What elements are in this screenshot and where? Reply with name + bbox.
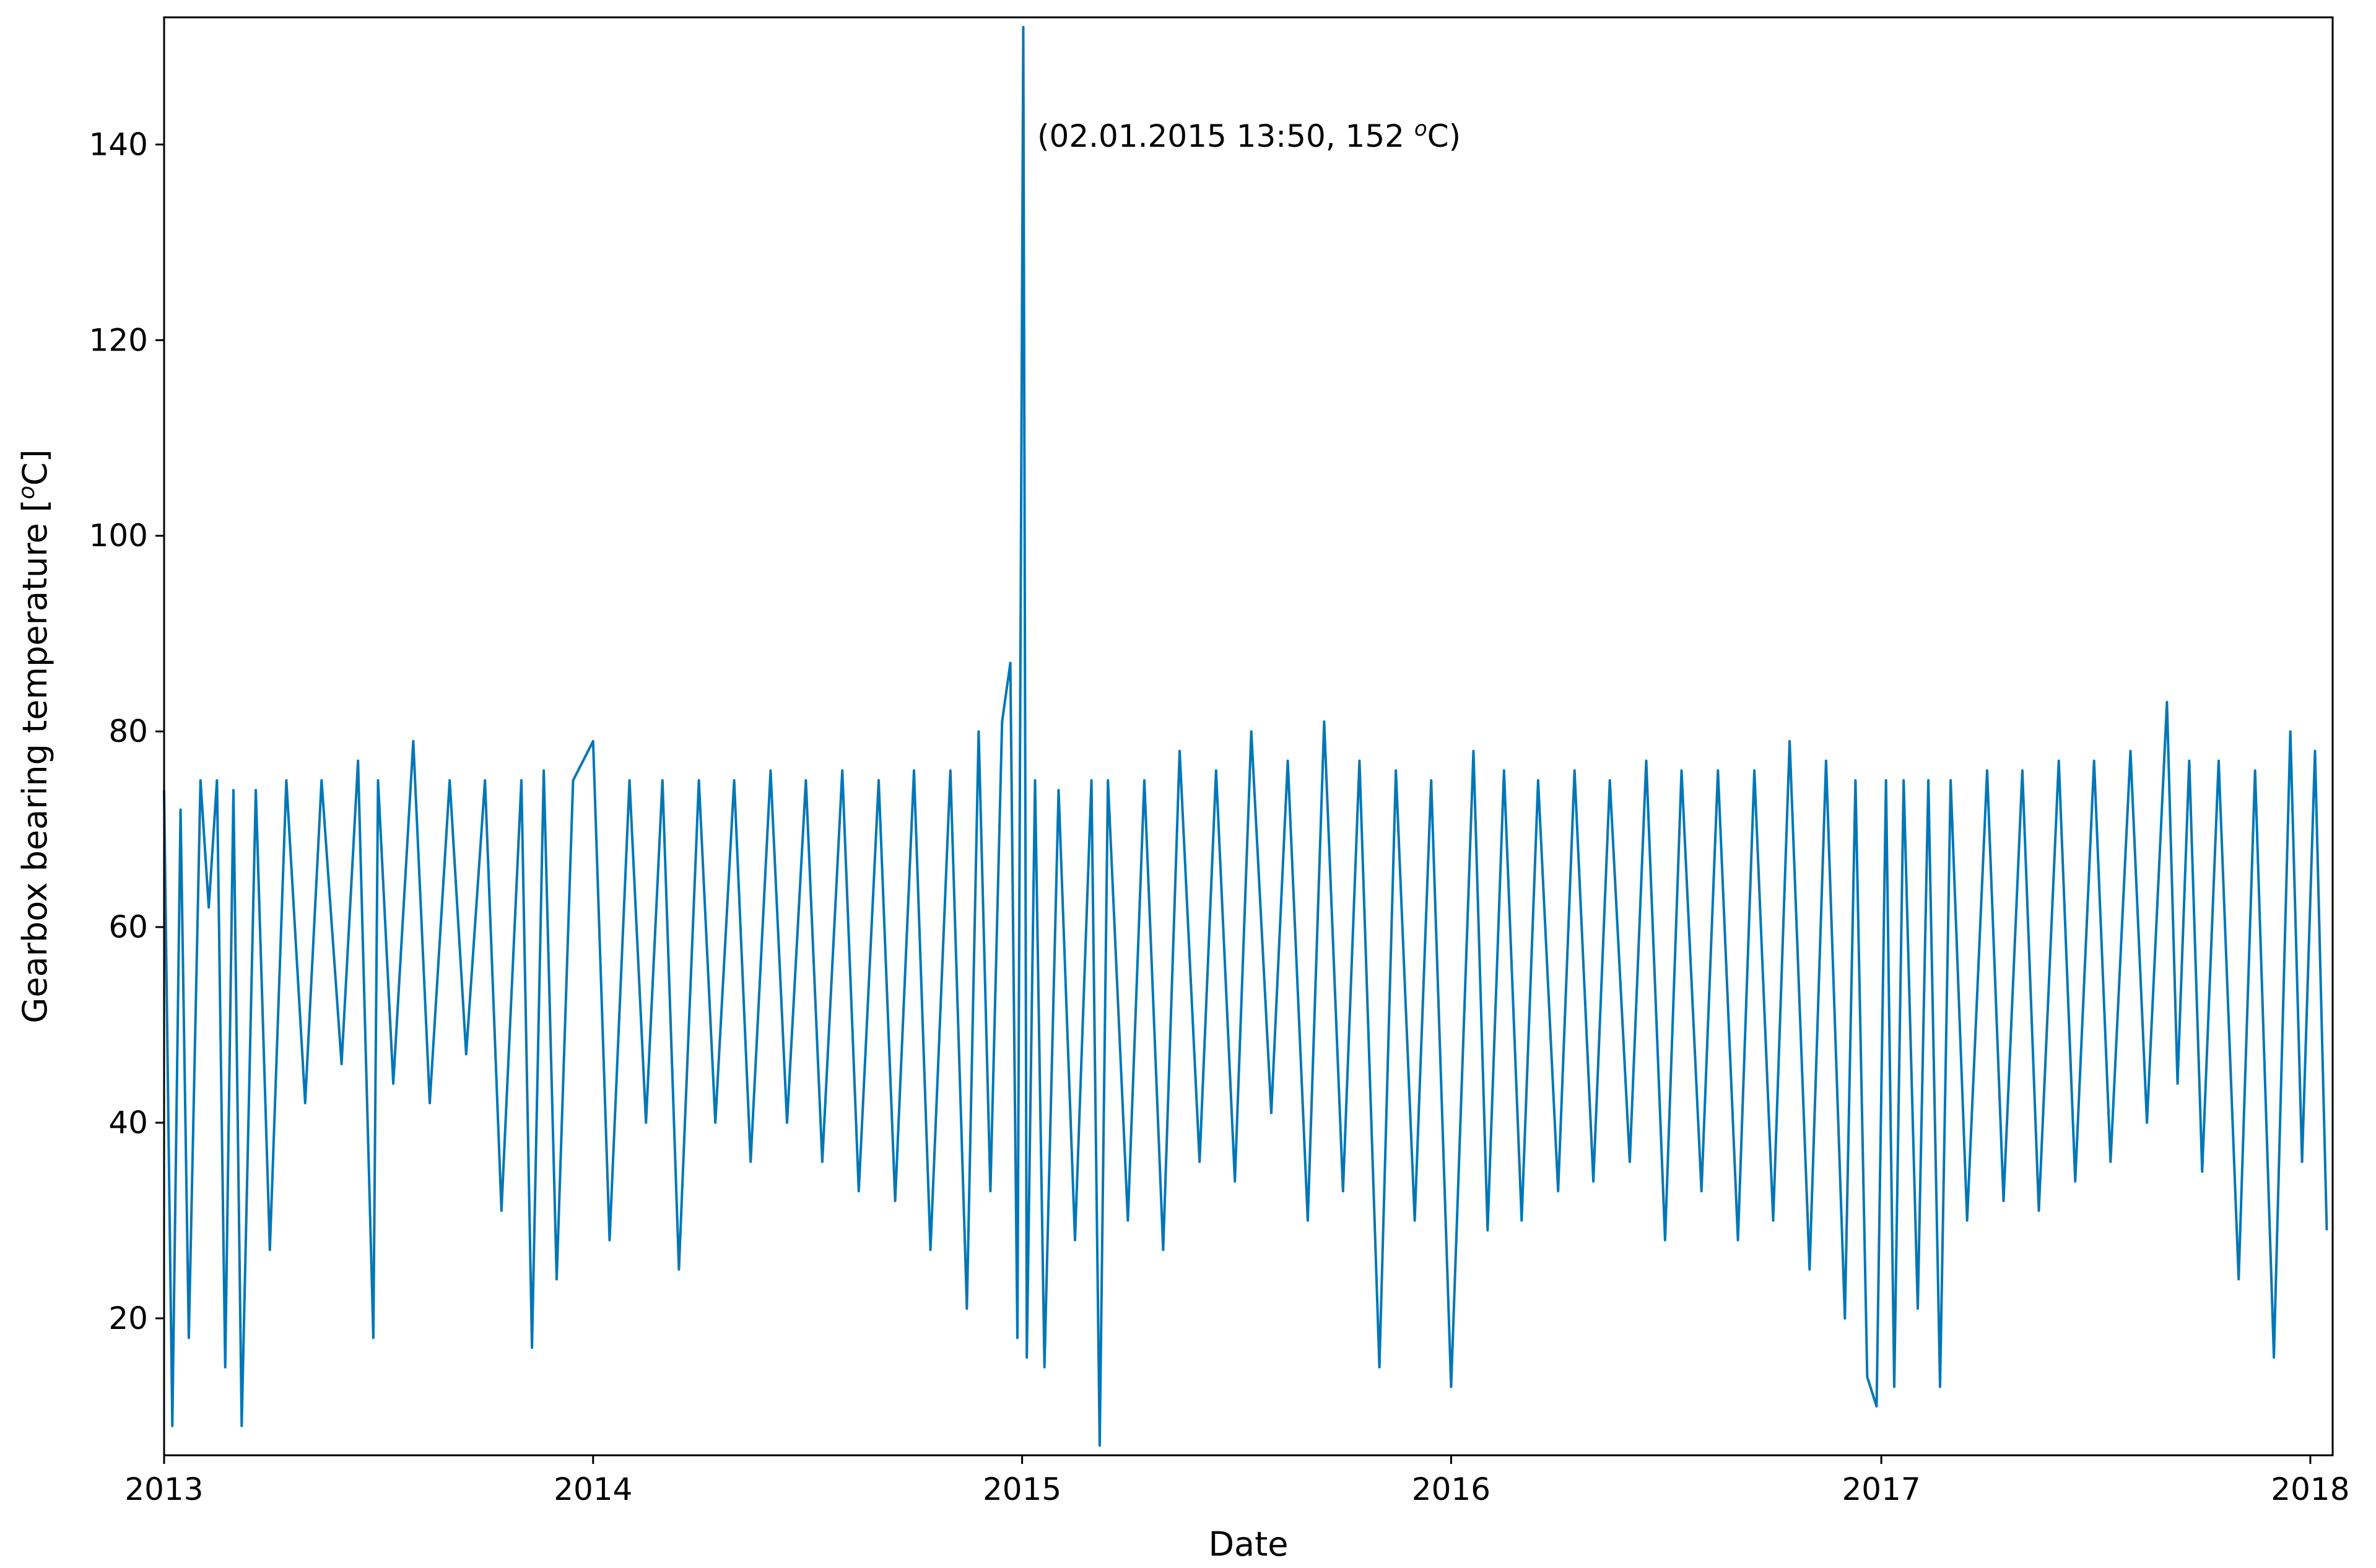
y-tick-label: 120 [89, 322, 148, 358]
x-tick-label: 2016 [1412, 1471, 1490, 1507]
y-tick-label: 100 [89, 518, 148, 554]
x-tick-label: 2017 [1842, 1471, 1921, 1507]
x-axis-label: Date [1208, 1525, 1288, 1564]
y-tick-label: 140 [89, 126, 148, 162]
x-axis-ticks: 2013 2014 2015 2016 2017 2018 [124, 1455, 2350, 1507]
y-tick-label: 20 [108, 1300, 148, 1336]
peak-annotation-end: C) [1427, 118, 1461, 154]
series-layer [163, 25, 2328, 1447]
plot-background [164, 17, 2333, 1455]
series-line-0 [163, 25, 2328, 1447]
y-tick-label: 60 [108, 909, 148, 945]
x-tick-label: 2013 [124, 1471, 203, 1507]
peak-annotation-sup: o [1414, 116, 1427, 141]
x-tick-label: 2014 [554, 1471, 632, 1507]
x-tick-label: 2015 [983, 1471, 1061, 1507]
plot-frame [163, 16, 2334, 1457]
peak-annotation-main: (02.01.2015 13:50, 152 [1037, 118, 1414, 154]
y-tick-label: 40 [108, 1105, 148, 1141]
y-axis-label-sup: o [14, 486, 40, 499]
y-axis-label: Gearbox bearing temperature [oC] [14, 449, 54, 1023]
x-tick-label: 2018 [2271, 1471, 2349, 1507]
y-axis-label-end: C] [15, 449, 54, 486]
y-tick-label: 80 [108, 713, 148, 749]
y-axis-label-main: Gearbox bearing temperature [ [15, 499, 54, 1023]
peak-annotation: (02.01.2015 13:50, 152 oC) [1037, 116, 1461, 154]
y-axis-ticks: 20 40 60 80 100 120 140 [89, 126, 164, 1336]
